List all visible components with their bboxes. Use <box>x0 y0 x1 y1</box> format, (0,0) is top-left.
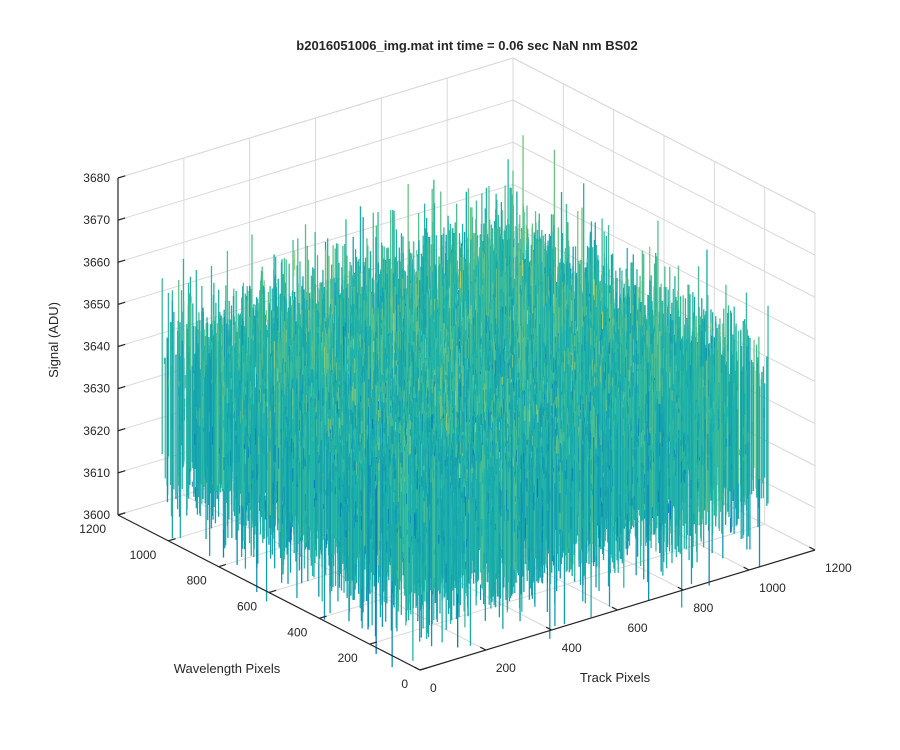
side-wall-grid-line <box>512 99 816 256</box>
back-wall-grid-line <box>117 141 514 263</box>
back-wall-grid-line <box>117 99 514 221</box>
box-edge <box>117 57 514 179</box>
floor-grid-line <box>369 523 765 645</box>
surface-layer <box>161 135 769 668</box>
side-wall-grid-line <box>512 183 816 340</box>
side-wall-grid-line <box>512 141 816 298</box>
box-edge <box>512 57 816 214</box>
